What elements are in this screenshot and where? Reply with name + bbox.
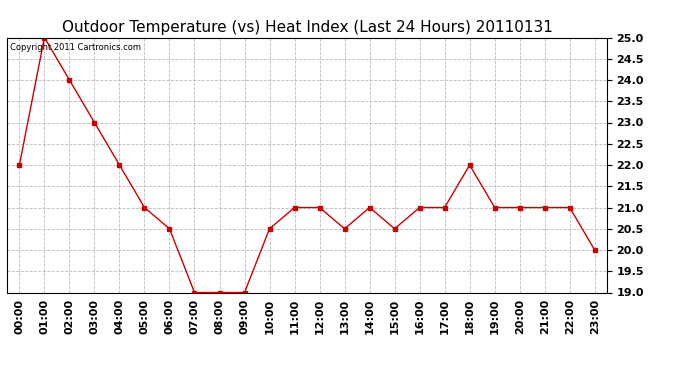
Title: Outdoor Temperature (vs) Heat Index (Last 24 Hours) 20110131: Outdoor Temperature (vs) Heat Index (Las… [61, 20, 553, 35]
Text: Copyright 2011 Cartronics.com: Copyright 2011 Cartronics.com [10, 43, 141, 52]
